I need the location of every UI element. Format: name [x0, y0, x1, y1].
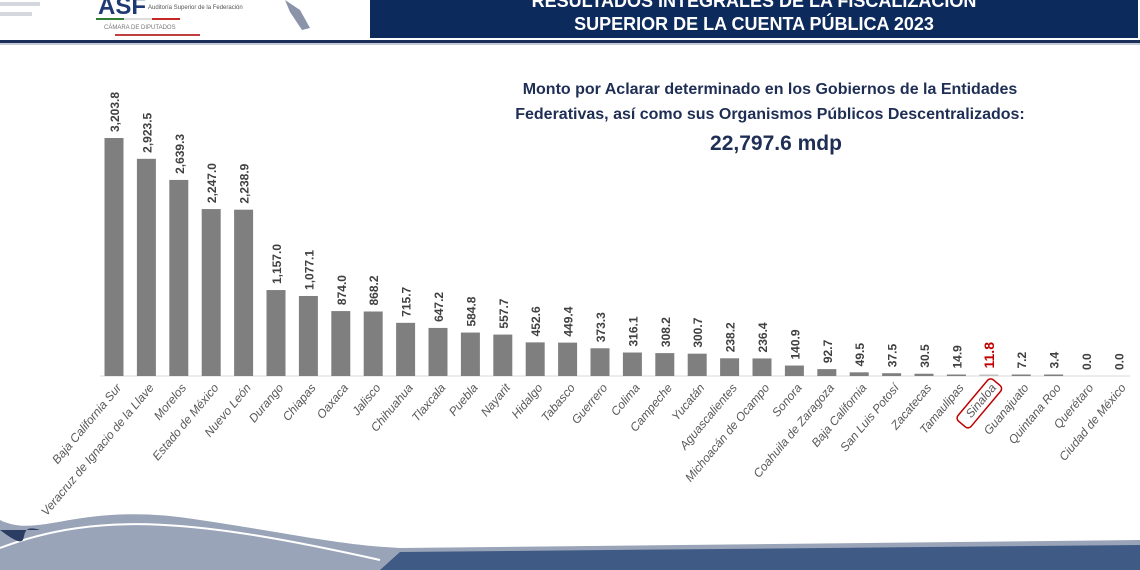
category-label: Oaxaca [314, 381, 352, 422]
bar [331, 311, 351, 376]
bar [525, 342, 545, 376]
value-label: 557.7 [497, 298, 511, 328]
bar [136, 158, 156, 376]
bar [493, 334, 513, 376]
bar [752, 358, 772, 376]
value-label: 14.9 [950, 345, 964, 369]
bar [1011, 374, 1031, 376]
bar [590, 348, 610, 376]
bar [104, 138, 124, 376]
emblem-graphic [285, 0, 310, 30]
category-label: Chiapas [280, 381, 319, 424]
value-label: 2,238.9 [238, 163, 252, 203]
bar [396, 322, 416, 376]
value-label: 0.0 [1080, 353, 1094, 370]
bar [720, 358, 740, 376]
value-label: 868.2 [367, 275, 381, 305]
bar [849, 372, 869, 376]
bar [266, 290, 286, 376]
title-banner [370, 0, 1138, 38]
value-label: 449.4 [562, 306, 576, 336]
value-label: 3,203.8 [108, 92, 122, 132]
bar [460, 332, 480, 376]
logo-caption: CÁMARA DE DIPUTADOS [104, 24, 176, 31]
bar [363, 311, 383, 376]
header-rule [0, 40, 1140, 43]
bar [817, 369, 837, 376]
bar [914, 373, 934, 376]
bar [882, 373, 902, 376]
value-label: 3.4 [1048, 351, 1062, 368]
value-label: 49.5 [853, 343, 867, 367]
bar [687, 353, 707, 376]
bar [784, 365, 804, 376]
value-label: 238.2 [724, 322, 738, 352]
chart-title-line-1: Monto por Aclarar determinado en los Gob… [523, 81, 1018, 98]
category-label: Puebla [446, 381, 481, 419]
value-label: 7.2 [1015, 351, 1029, 368]
value-label: 1,157.0 [270, 244, 284, 284]
value-label: 2,247.0 [205, 163, 219, 203]
logo-text: ASF [98, 0, 146, 20]
logo-dots [0, 2, 40, 16]
value-label: 2,923.5 [140, 112, 154, 152]
bar [298, 295, 318, 376]
value-label: 2,639.3 [173, 134, 187, 174]
value-label: 140.9 [788, 329, 802, 359]
value-label: 452.6 [529, 306, 543, 336]
value-label: 874.0 [335, 275, 349, 305]
bar [169, 179, 189, 376]
value-label: 1,077.1 [302, 250, 316, 290]
title-line-2: SUPERIOR DE LA CUENTA PÚBLICA 2023 [574, 13, 934, 34]
logo-subtext: Auditoría Superior de la Federación [148, 5, 243, 11]
value-label: 373.3 [594, 312, 608, 342]
category-label: Durango [246, 381, 287, 426]
chart-title-line-2: Federativas, así como sus Organismos Púb… [515, 106, 1025, 123]
bar [558, 342, 578, 376]
title-line-1: RESULTADOS INTEGRALES DE LA FISCALIZACIÓ… [532, 0, 977, 11]
category-label: Tlaxcala [409, 381, 449, 424]
bar [622, 352, 642, 376]
bar [946, 374, 966, 376]
bar [234, 209, 254, 376]
value-label: 92.7 [821, 339, 835, 363]
value-label: 236.4 [756, 322, 770, 352]
value-label: 715.7 [400, 286, 414, 316]
category-label: Nayarit [478, 380, 514, 419]
bar [428, 327, 448, 376]
bar [979, 374, 999, 376]
value-label: 11.8 [981, 342, 997, 369]
bar [201, 209, 221, 376]
highlight-box [956, 378, 1003, 429]
bar [655, 353, 675, 376]
value-label: 300.7 [691, 317, 705, 347]
value-label: 308.2 [659, 317, 673, 347]
value-label: 30.5 [918, 344, 932, 368]
value-label: 0.0 [1112, 353, 1126, 370]
asf-logo: ASF Auditoría Superior de la Federación … [0, 0, 243, 36]
value-label: 647.2 [432, 292, 446, 322]
bar [1044, 374, 1064, 376]
footer-decoration [0, 514, 1140, 570]
value-label: 316.1 [626, 316, 640, 346]
chart-total: 22,797.6 mdp [710, 132, 842, 155]
value-label: 584.8 [464, 296, 478, 326]
value-label: 37.5 [886, 344, 900, 368]
